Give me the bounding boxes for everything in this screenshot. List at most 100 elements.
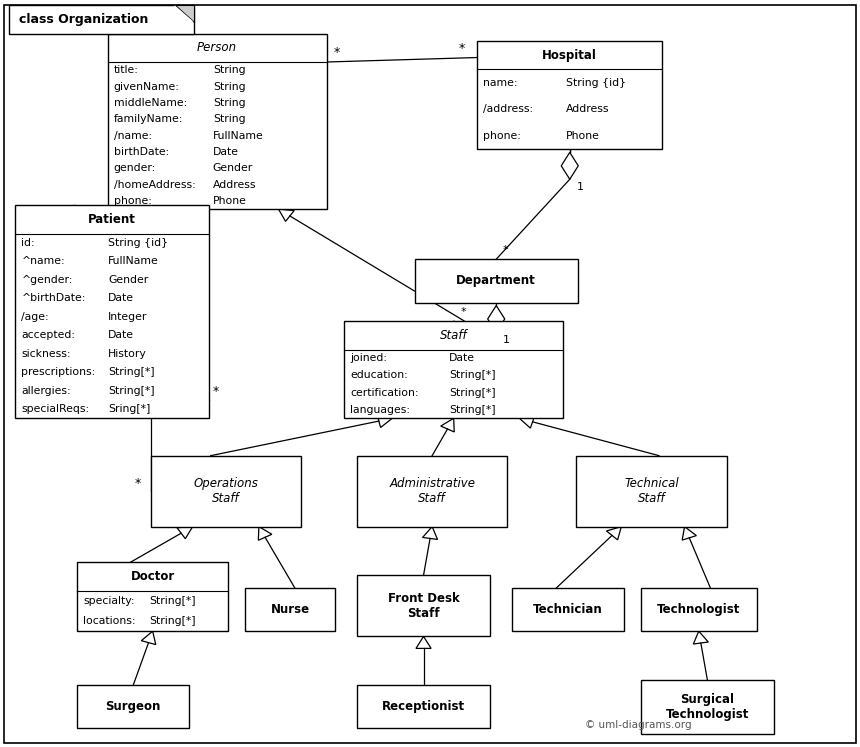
Text: 1: 1 <box>503 335 510 345</box>
Text: Surgical
Technologist: Surgical Technologist <box>666 692 749 721</box>
Text: *: * <box>135 477 141 490</box>
Text: Sring[*]: Sring[*] <box>108 404 150 414</box>
Text: Date: Date <box>108 294 134 303</box>
Text: String[*]: String[*] <box>449 388 496 397</box>
Text: *: * <box>212 385 218 398</box>
Text: *: * <box>334 46 340 59</box>
Text: Phone: Phone <box>212 196 247 206</box>
Text: String: String <box>212 65 245 75</box>
Bar <box>150 456 301 527</box>
Bar <box>512 588 624 631</box>
Text: Patient: Patient <box>89 213 136 226</box>
Polygon shape <box>175 5 194 22</box>
Text: /homeAddress:: /homeAddress: <box>114 179 195 190</box>
Bar <box>357 575 490 636</box>
Text: certification:: certification: <box>350 388 419 397</box>
Text: /address:: /address: <box>483 105 533 114</box>
Text: String[*]: String[*] <box>108 385 155 396</box>
Bar <box>415 259 578 303</box>
Bar <box>357 456 507 527</box>
Text: joined:: joined: <box>350 353 387 363</box>
Text: Address: Address <box>212 179 256 190</box>
Text: String: String <box>212 114 245 124</box>
Text: ^name:: ^name: <box>22 256 65 267</box>
Text: specialty:: specialty: <box>83 596 135 606</box>
Text: sickness:: sickness: <box>22 349 71 359</box>
Text: Date: Date <box>108 330 134 341</box>
Polygon shape <box>175 5 194 22</box>
Text: String[*]: String[*] <box>449 405 496 415</box>
Text: Technical
Staff: Technical Staff <box>624 477 679 505</box>
Text: Technologist: Technologist <box>657 603 740 616</box>
Text: ^birthDate:: ^birthDate: <box>22 294 86 303</box>
Text: Operations
Staff: Operations Staff <box>194 477 258 505</box>
Text: 1: 1 <box>577 182 584 192</box>
Bar <box>344 321 563 418</box>
Text: class Organization: class Organization <box>19 13 148 26</box>
Text: givenName:: givenName: <box>114 81 180 92</box>
Text: id:: id: <box>22 238 35 248</box>
Text: gender:: gender: <box>114 164 156 173</box>
Bar <box>641 680 774 734</box>
Text: name:: name: <box>483 78 518 88</box>
Text: title:: title: <box>114 65 138 75</box>
Text: FullName: FullName <box>212 131 263 140</box>
Text: Date: Date <box>449 353 476 363</box>
Text: birthDate:: birthDate: <box>114 147 169 157</box>
Text: familyName:: familyName: <box>114 114 183 124</box>
Text: phone:: phone: <box>114 196 151 206</box>
Bar <box>357 685 490 728</box>
Text: locations:: locations: <box>83 616 136 626</box>
Text: allergies:: allergies: <box>22 385 71 396</box>
Text: History: History <box>108 349 147 359</box>
Text: ^gender:: ^gender: <box>22 275 73 285</box>
Text: Integer: Integer <box>108 311 148 322</box>
Text: String: String <box>212 98 245 108</box>
Text: Phone: Phone <box>566 131 600 141</box>
Text: Front Desk
Staff: Front Desk Staff <box>388 592 459 620</box>
Bar <box>108 34 327 209</box>
Bar <box>9 5 194 34</box>
Text: specialReqs:: specialReqs: <box>22 404 89 414</box>
Bar <box>576 456 727 527</box>
Text: phone:: phone: <box>483 131 521 141</box>
Text: middleName:: middleName: <box>114 98 187 108</box>
Text: Address: Address <box>566 105 610 114</box>
Text: Hospital: Hospital <box>543 49 597 62</box>
Text: © uml-diagrams.org: © uml-diagrams.org <box>585 720 691 731</box>
Text: Surgeon: Surgeon <box>106 700 161 713</box>
Text: Technician: Technician <box>532 603 603 616</box>
Text: FullName: FullName <box>108 256 159 267</box>
Text: Gender: Gender <box>212 164 253 173</box>
Text: *: * <box>503 245 509 255</box>
Text: Department: Department <box>457 274 536 288</box>
Text: Doctor: Doctor <box>131 570 175 583</box>
Text: education:: education: <box>350 371 408 380</box>
Bar <box>641 588 757 631</box>
Bar <box>77 685 189 728</box>
Bar <box>15 205 209 418</box>
Text: Date: Date <box>212 147 239 157</box>
Text: String: String <box>212 81 245 92</box>
Text: *: * <box>458 42 464 55</box>
Text: accepted:: accepted: <box>22 330 76 341</box>
Text: String {id}: String {id} <box>566 78 626 88</box>
Text: Gender: Gender <box>108 275 149 285</box>
Text: Person: Person <box>197 41 237 55</box>
Text: /age:: /age: <box>22 311 49 322</box>
Text: String[*]: String[*] <box>150 596 196 606</box>
Bar <box>477 41 662 149</box>
Text: String {id}: String {id} <box>108 238 169 248</box>
Text: String[*]: String[*] <box>150 616 196 626</box>
Text: String[*]: String[*] <box>449 371 496 380</box>
Bar <box>245 588 335 631</box>
Text: prescriptions:: prescriptions: <box>22 368 95 377</box>
Bar <box>77 562 228 631</box>
Text: Staff: Staff <box>439 329 468 342</box>
Text: *: * <box>461 307 466 317</box>
Text: Administrative
Staff: Administrative Staff <box>389 477 475 505</box>
Text: String[*]: String[*] <box>108 368 155 377</box>
Text: Nurse: Nurse <box>271 603 310 616</box>
Text: /name:: /name: <box>114 131 151 140</box>
Text: languages:: languages: <box>350 405 410 415</box>
